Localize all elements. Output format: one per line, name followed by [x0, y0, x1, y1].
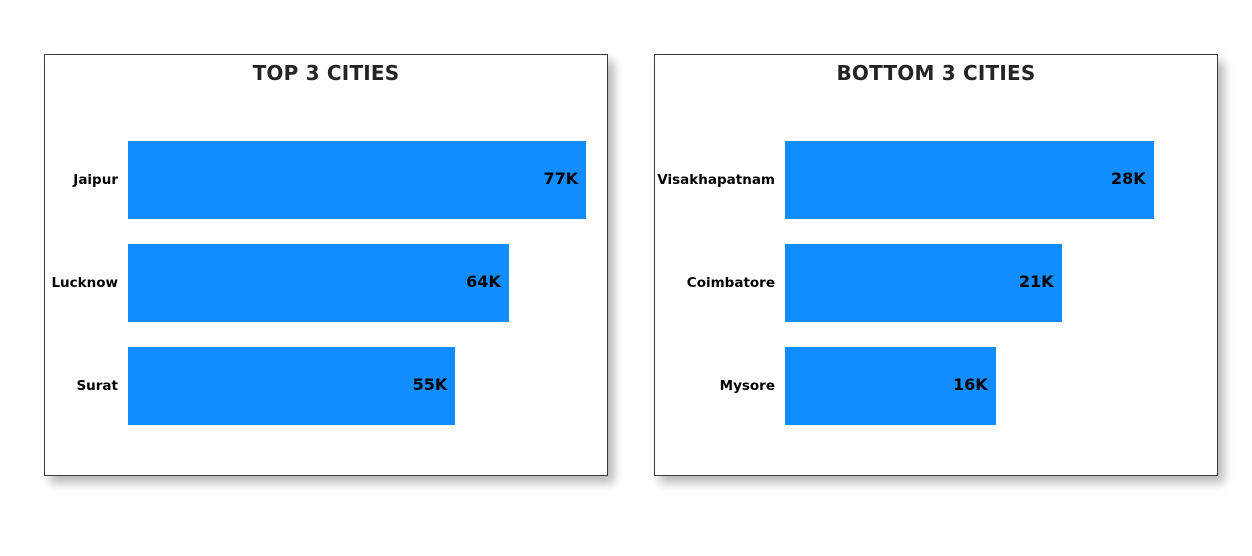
value-label: 16K: [953, 375, 988, 394]
bar-lucknow[interactable]: [128, 244, 509, 322]
bar-surat[interactable]: [128, 347, 456, 425]
bottom-cities-chart: BOTTOM 3 CITIES Visakhapatnam 28K Coimbato…: [654, 54, 1218, 476]
top-cities-plot: Jaipur 77K Lucknow 64K Surat 55K: [45, 55, 607, 475]
value-label: 64K: [466, 272, 501, 291]
value-label: 77K: [543, 169, 579, 188]
bar-visakhapatnam[interactable]: [785, 141, 1154, 219]
category-label: Coimbatore: [686, 275, 775, 291]
category-label: Surat: [76, 378, 118, 394]
category-label: Mysore: [719, 378, 775, 394]
bar-jaipur[interactable]: [128, 141, 587, 219]
chart-title: BOTTOM 3 CITIES: [836, 61, 1036, 85]
chart-title: TOP 3 CITIES: [252, 61, 400, 85]
value-label: 55K: [412, 375, 448, 394]
value-label: 21K: [1018, 272, 1054, 291]
category-label: Lucknow: [51, 275, 118, 291]
bottom-cities-plot: Visakhapatnam 28K Coimbatore 21K Mysore 16K: [655, 55, 1217, 475]
category-label: Jaipur: [73, 172, 118, 188]
category-label: Visakhapatnam: [657, 172, 775, 188]
top-cities-chart: TOP 3 CITIES Jaipur 77K Lucknow 64K Surat 55K: [44, 54, 608, 476]
value-label: 28K: [1111, 169, 1146, 188]
bar-mysore[interactable]: [785, 347, 996, 425]
bar-coimbatore[interactable]: [785, 244, 1062, 322]
